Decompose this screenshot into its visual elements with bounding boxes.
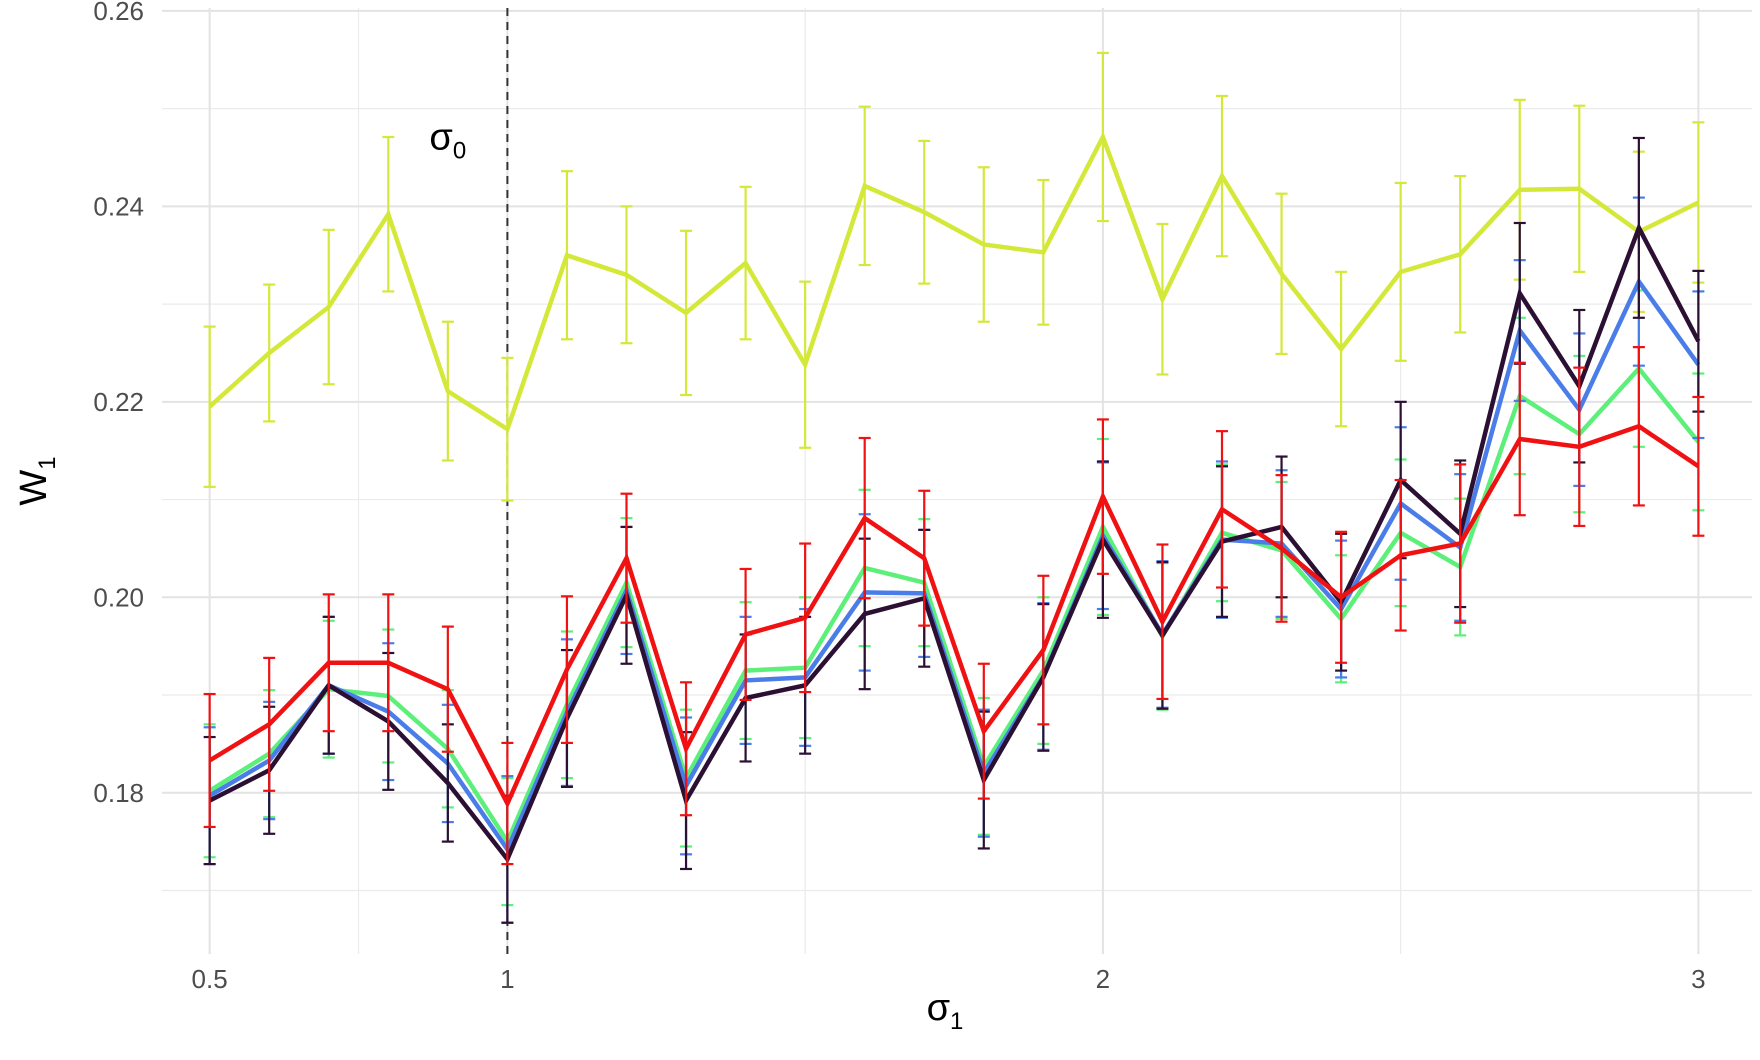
x-tick-label: 3 bbox=[1691, 964, 1705, 994]
series-5 bbox=[203, 346, 1705, 866]
series-3 bbox=[203, 196, 1705, 924]
series-line bbox=[208, 222, 1701, 864]
sigma0-annotation-symbol: σ bbox=[429, 117, 452, 159]
y-tick-label: 0.18 bbox=[93, 778, 144, 808]
y-axis-title-symbol: W bbox=[13, 470, 55, 506]
y-tick-label: 0.26 bbox=[93, 0, 144, 26]
y-axis-title-subscript: 1 bbox=[34, 456, 61, 469]
y-tick-label: 0.24 bbox=[93, 191, 144, 221]
x-tick-label: 2 bbox=[1096, 964, 1110, 994]
sigma0-annotation-subscript: 0 bbox=[453, 138, 466, 165]
y-tick-label: 0.22 bbox=[93, 387, 144, 417]
series-1 bbox=[203, 51, 1705, 502]
y-tick-label: 0.20 bbox=[93, 582, 144, 612]
series-layer bbox=[203, 51, 1705, 924]
series-4 bbox=[203, 136, 1705, 924]
series-line bbox=[208, 131, 1700, 433]
series-line bbox=[208, 277, 1701, 855]
series-line bbox=[208, 365, 1701, 847]
x-tick-label: 1 bbox=[500, 964, 514, 994]
sigma0-annotation: σ0 bbox=[429, 117, 466, 165]
x-tick-label: 0.5 bbox=[192, 964, 228, 994]
x-axis-title-subscript: 1 bbox=[950, 1008, 963, 1035]
series-line bbox=[208, 423, 1700, 809]
x-axis-title: σ1 bbox=[927, 987, 964, 1035]
y-axis-title: W1 bbox=[13, 456, 61, 505]
grid-lines bbox=[162, 8, 1752, 954]
x-axis-title-symbol: σ bbox=[927, 987, 950, 1029]
